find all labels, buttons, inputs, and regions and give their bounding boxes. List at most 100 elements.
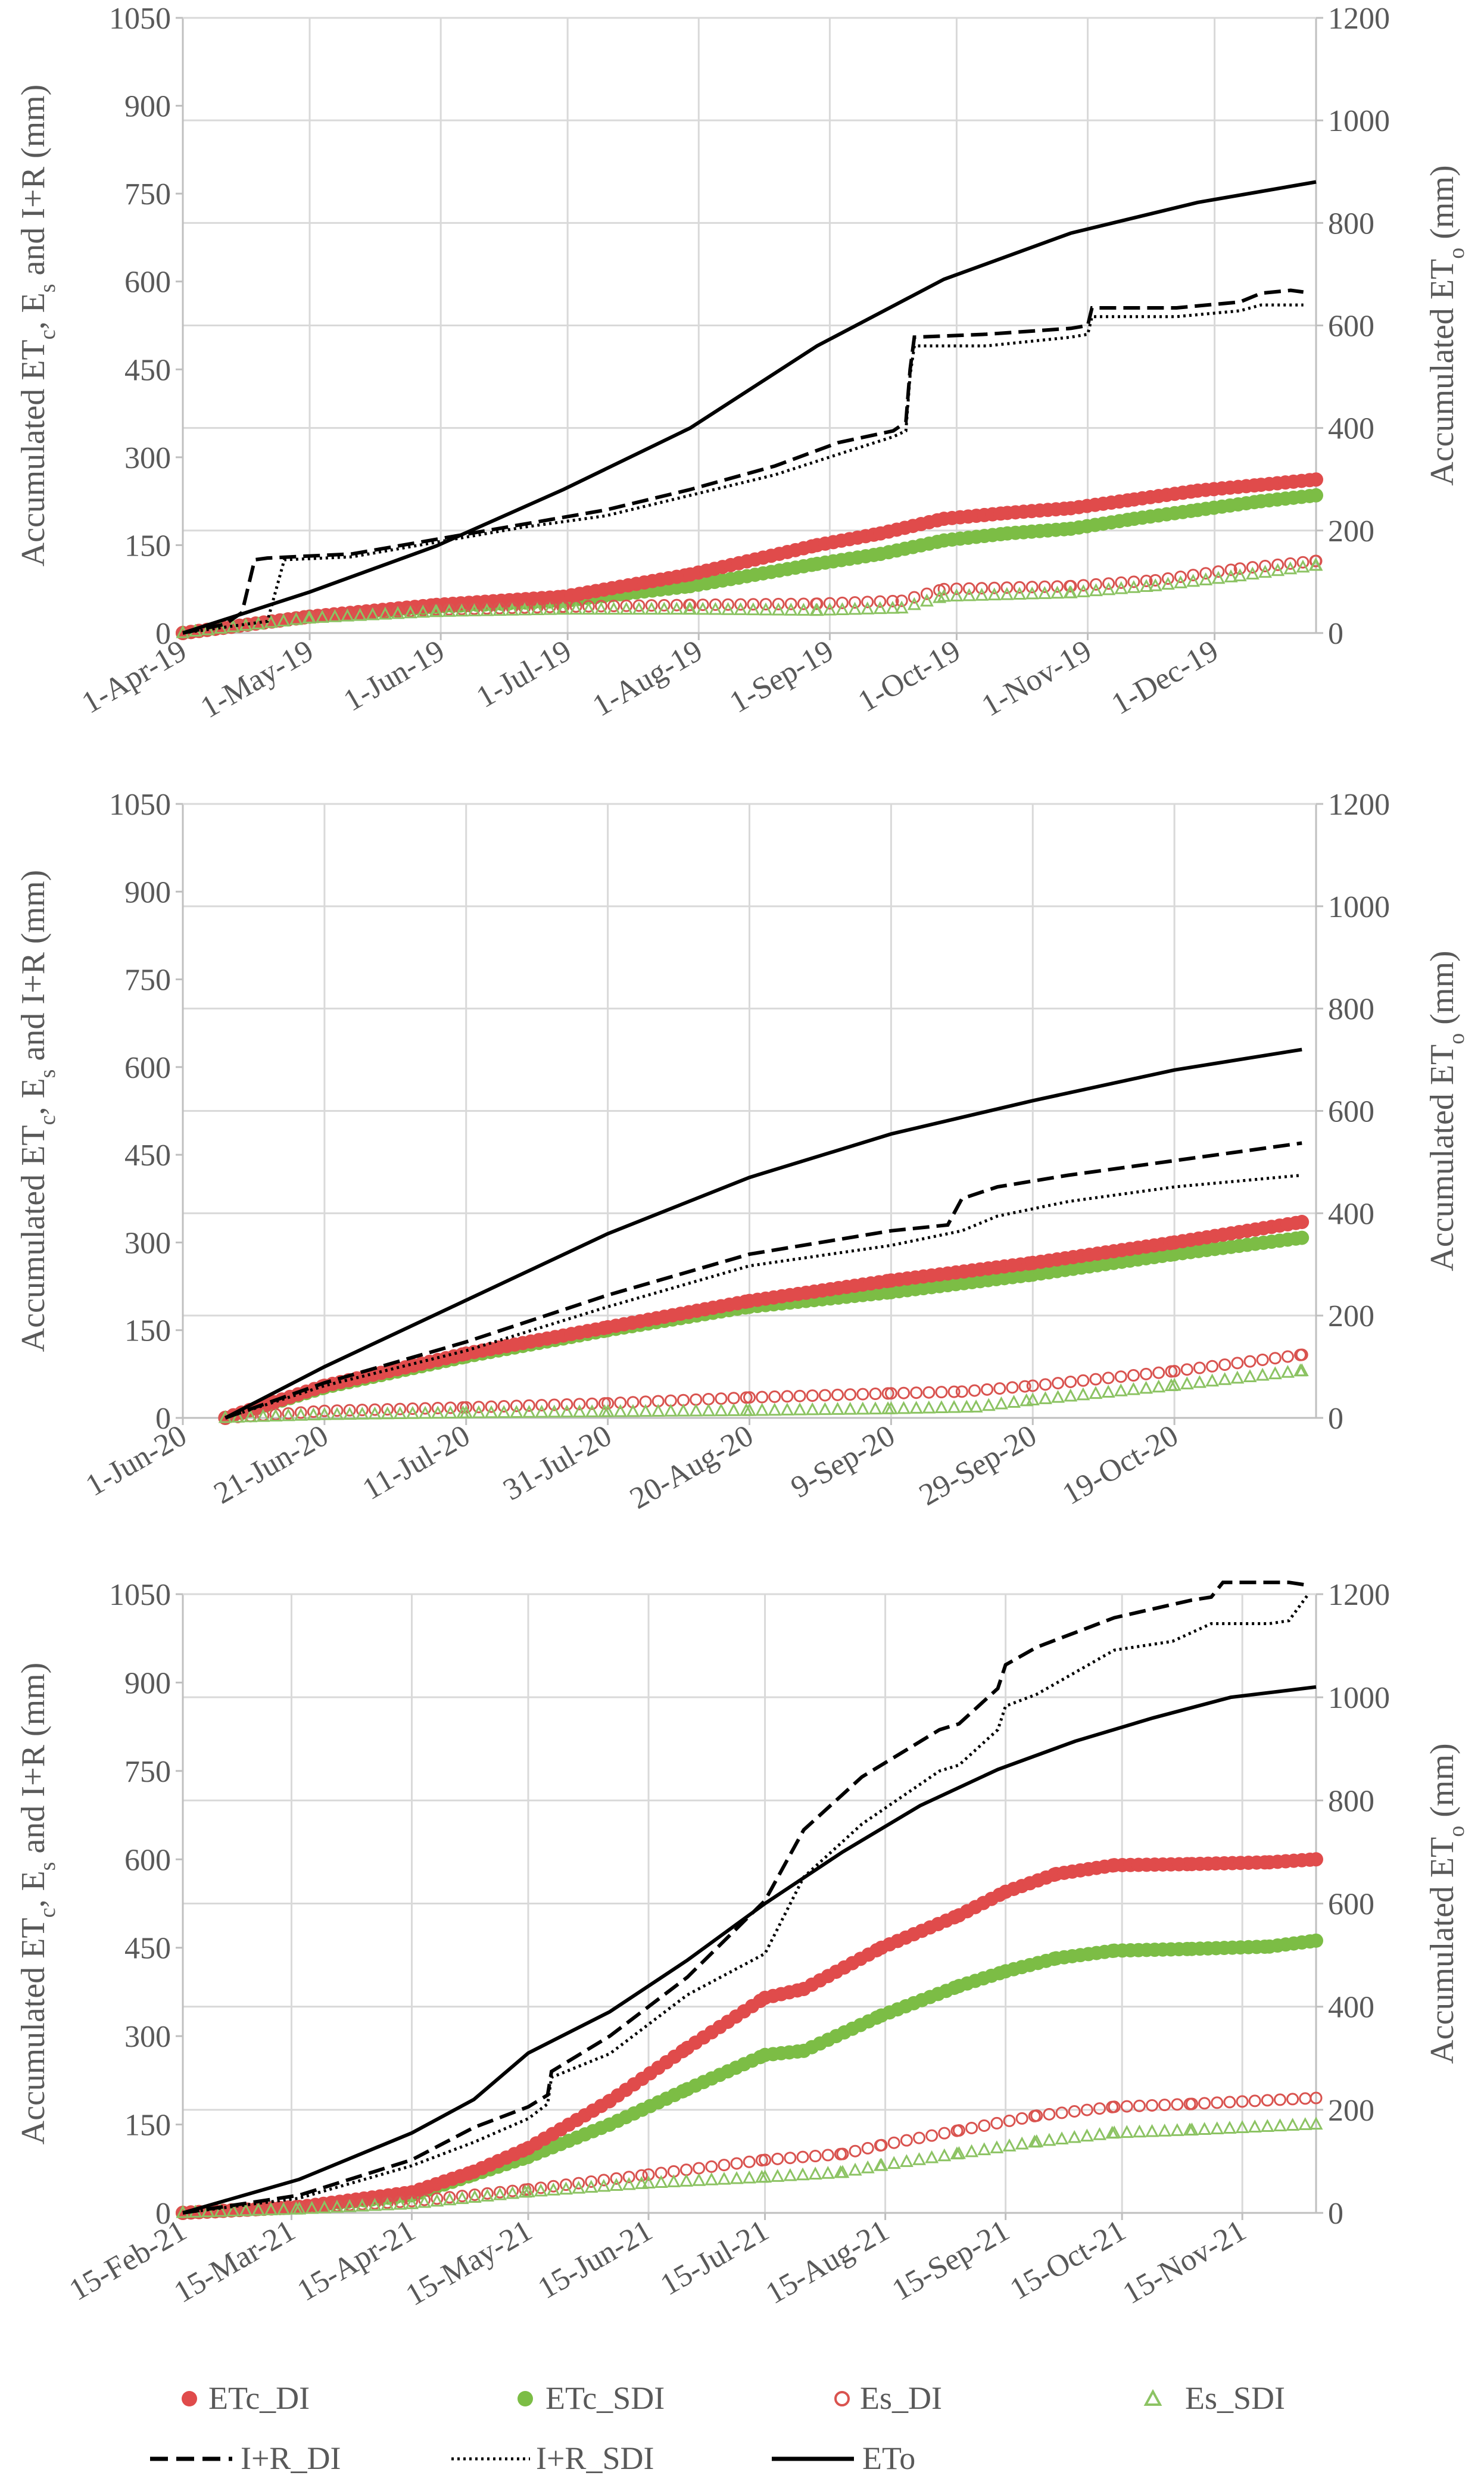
point-es-sdi	[692, 2173, 706, 2186]
point-es-sdi	[459, 1405, 473, 1418]
point-es-sdi	[455, 2191, 469, 2205]
point-es-sdi	[632, 601, 646, 615]
point-etc-sdi	[1295, 1230, 1310, 1245]
point-es-sdi	[1233, 568, 1247, 582]
point-es-sdi	[657, 601, 671, 615]
point-es-sdi	[1192, 1374, 1206, 1388]
y-tick-label-left: 1050	[109, 1578, 171, 1612]
point-es-sdi	[1007, 1395, 1021, 1408]
point-es-di	[1152, 1366, 1165, 1379]
y-tick-label-left: 600	[124, 1843, 171, 1877]
y-tick-label-left: 600	[124, 1051, 171, 1085]
y-tick-label-left: 450	[124, 353, 171, 387]
point-es-di	[844, 1388, 857, 1401]
x-tick-label: 1-Apr-19	[76, 634, 192, 721]
point-es-sdi	[492, 603, 507, 616]
point-es-sdi	[281, 1408, 295, 1421]
point-es-sdi	[1107, 2125, 1121, 2138]
point-es-sdi	[1050, 585, 1064, 599]
point-es-di	[849, 596, 862, 609]
y-tick-label-left: 300	[124, 1226, 171, 1260]
y-tick-label-left: 0	[155, 1402, 171, 1436]
point-es-sdi	[342, 1407, 357, 1420]
point-es-sdi	[1089, 1386, 1103, 1399]
series-ir-di	[225, 1141, 1302, 1420]
legend-marker-es-di	[834, 2391, 850, 2406]
point-es-di	[1102, 577, 1115, 590]
point-es-sdi	[378, 606, 392, 620]
point-es-di	[585, 2175, 598, 2188]
y-tick-label-left: 150	[124, 2109, 171, 2143]
point-es-di	[831, 1388, 844, 1401]
point-es-sdi	[1158, 2123, 1172, 2137]
point-es-sdi	[454, 603, 469, 617]
point-es-di	[1258, 560, 1271, 573]
point-es-sdi	[873, 601, 887, 615]
y-tick-label-right: 800	[1328, 993, 1374, 1027]
point-es-di	[1261, 2094, 1274, 2107]
point-es-di	[1108, 2100, 1121, 2113]
series-es-sdi	[218, 1363, 1309, 1423]
x-tick-label: 9-Sep-20	[785, 1418, 901, 1505]
point-es-sdi	[367, 1406, 382, 1420]
point-es-sdi	[1064, 1388, 1078, 1402]
point-es-sdi	[897, 1401, 911, 1414]
point-es-di	[1025, 581, 1039, 594]
point-es-di	[1243, 1355, 1257, 1368]
point-es-sdi	[521, 2184, 535, 2197]
point-es-sdi	[534, 2183, 548, 2197]
point-es-sdi	[758, 2169, 772, 2183]
point-es-sdi	[381, 1406, 395, 1420]
x-tick-label: 1-Nov-19	[976, 634, 1098, 723]
y-tick-label-left: 150	[124, 1314, 171, 1348]
point-es-di	[1286, 2093, 1299, 2106]
point-es-di	[702, 1392, 715, 1405]
series-etc-di	[176, 1852, 1323, 2220]
y-tick-label-left: 750	[124, 1755, 171, 1789]
point-es-di	[978, 2119, 991, 2132]
point-es-sdi	[472, 1405, 486, 1418]
point-es-sdi	[1025, 586, 1039, 600]
y-tick-label-right: 0	[1328, 617, 1343, 651]
point-es-sdi	[303, 610, 317, 623]
point-es-sdi	[805, 1402, 819, 1416]
point-es-sdi	[922, 1400, 936, 1414]
point-es-sdi	[868, 1401, 883, 1415]
point-es-sdi	[1037, 586, 1052, 599]
point-es-di	[531, 601, 544, 614]
point-es-sdi	[937, 2148, 952, 2162]
point-es-sdi	[559, 2181, 573, 2195]
point-es-sdi	[1167, 1377, 1181, 1391]
point-es-di	[1015, 2112, 1028, 2125]
point-es-di	[443, 2191, 456, 2204]
point-es-sdi	[366, 607, 380, 621]
x-tick-label: 15-Aug-21	[760, 2213, 894, 2311]
chart-panel-2021: 0 150 300 450 600 750 900 1050 0 200 400 600 800 1000…	[15, 1578, 1469, 2312]
point-es-sdi	[430, 2193, 444, 2207]
point-es-sdi	[480, 603, 494, 616]
point-es-di	[1158, 2099, 1171, 2112]
point-es-di	[481, 2187, 494, 2200]
point-es-sdi	[367, 2197, 382, 2211]
point-es-di	[547, 2180, 560, 2193]
point-es-di	[768, 1390, 781, 1403]
y-axis-title-right: Accumulated ETo (mm)	[1424, 165, 1469, 485]
point-es-di	[670, 598, 683, 612]
point-es-sdi	[585, 1404, 599, 1417]
y-tick-label-left: 0	[155, 2197, 171, 2231]
point-es-sdi	[1309, 2116, 1323, 2130]
point-es-sdi	[226, 2203, 241, 2216]
point-etc-di	[1309, 1852, 1323, 1867]
point-es-di	[481, 602, 494, 615]
x-tick-label: 15-Feb-21	[64, 2213, 192, 2308]
point-es-di	[1089, 578, 1102, 591]
y-tick-label-left: 450	[124, 1139, 171, 1173]
point-es-di	[1077, 579, 1090, 592]
point-es-sdi	[613, 1404, 628, 1417]
x-tick-label: 31-Jul-20	[498, 1418, 618, 1507]
point-es-sdi	[1170, 2123, 1184, 2136]
point-es-sdi	[821, 2166, 835, 2179]
x-tick-label: 29-Sep-20	[914, 1418, 1042, 1513]
point-es-di	[684, 598, 697, 612]
point-es-sdi	[702, 1403, 716, 1417]
